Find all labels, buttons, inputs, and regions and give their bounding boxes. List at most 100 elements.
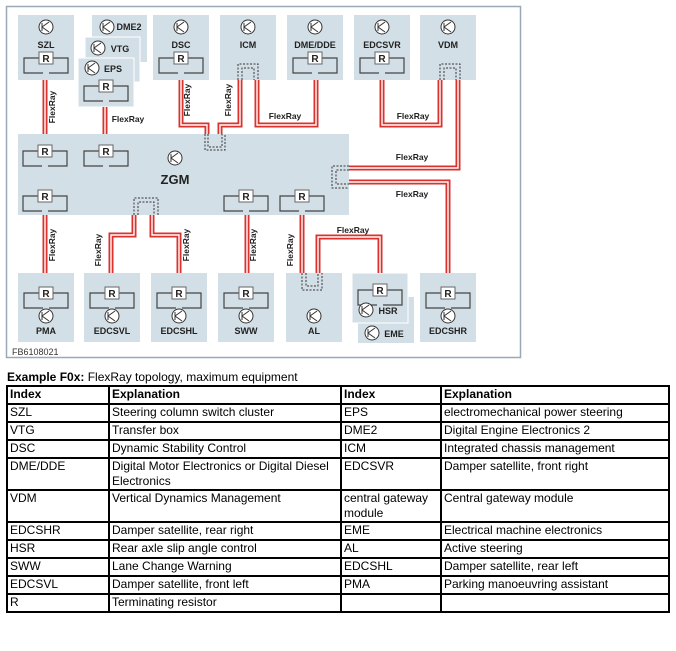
transistor-icon bbox=[306, 308, 322, 324]
transistor-icon bbox=[440, 19, 456, 35]
caption-label: Example F0x: bbox=[7, 370, 85, 384]
flexray-wire: FlexRay bbox=[102, 107, 145, 134]
transistor-circle bbox=[99, 19, 115, 35]
resistor-label: R bbox=[108, 289, 116, 300]
transistor-icon bbox=[167, 150, 183, 166]
ecu-label: EDCSHR bbox=[429, 326, 468, 336]
transistor-lines bbox=[176, 21, 185, 33]
flexray-label: FlexRay bbox=[397, 111, 430, 121]
flexray-label: FlexRay bbox=[248, 228, 258, 261]
explanation-cell: Active steering bbox=[440, 539, 670, 559]
transistor-icon bbox=[307, 19, 323, 35]
flexray-label: FlexRay bbox=[396, 152, 429, 162]
resistor-label: R bbox=[102, 147, 110, 158]
index-cell: SZL bbox=[6, 403, 110, 423]
transistor-icon bbox=[38, 19, 54, 35]
transistor-lines bbox=[41, 21, 50, 33]
ecu-label: EPS bbox=[104, 64, 122, 74]
flexray-wire: FlexRay bbox=[244, 215, 258, 273]
index-cell: DME2 bbox=[340, 421, 442, 441]
explanation-cell: Steering column switch cluster bbox=[108, 403, 342, 423]
terminating-resistor: R bbox=[23, 51, 69, 74]
ecu-label: VTG bbox=[111, 44, 130, 54]
gateway-label: ZGM bbox=[161, 172, 190, 187]
terminating-resistor: R bbox=[22, 144, 68, 167]
flexray-label: FlexRay bbox=[337, 225, 370, 235]
resistor-label: R bbox=[102, 82, 110, 93]
ecu-dsc: DSC R bbox=[153, 15, 209, 80]
ecu-icm: ICM bbox=[220, 15, 276, 80]
transistor-lines bbox=[377, 21, 386, 33]
explanation-cell: Lane Change Warning bbox=[108, 557, 342, 577]
transistor-icon bbox=[240, 19, 256, 35]
resistor-box bbox=[238, 189, 254, 203]
explanation-cell: Digital Engine Electronics 2 bbox=[440, 421, 670, 441]
transistor-circle bbox=[307, 19, 323, 35]
transistor-lines bbox=[243, 21, 252, 33]
terminating-resistor: R bbox=[223, 286, 269, 309]
resistor-box bbox=[98, 144, 114, 158]
transistor-lines bbox=[41, 310, 50, 322]
ecu-label: ICM bbox=[240, 40, 257, 50]
ecu-label: EDCSHL bbox=[160, 326, 198, 336]
flexray-label: FlexRay bbox=[112, 114, 145, 124]
resistor-label: R bbox=[175, 289, 183, 300]
flexray-label: FlexRay bbox=[396, 189, 429, 199]
terminating-resistor: R bbox=[359, 51, 405, 74]
transistor-circle bbox=[374, 19, 390, 35]
ecu-edcshr: R EDCSHR bbox=[420, 273, 476, 342]
explanation-cell: Damper satellite, rear right bbox=[108, 521, 342, 541]
resistor-box bbox=[38, 286, 54, 300]
resistor-bracket bbox=[279, 195, 325, 212]
transistor-lines bbox=[361, 304, 370, 316]
ecu-label: VDM bbox=[438, 40, 458, 50]
ecu-label: EME bbox=[384, 329, 404, 339]
flexray-label: FlexRay bbox=[285, 233, 295, 266]
transistor-circle bbox=[104, 308, 120, 324]
resistor-label: R bbox=[41, 192, 49, 203]
wire-gap bbox=[110, 215, 135, 273]
terminating-resistor: R bbox=[22, 189, 68, 212]
explanation-cell: Central gateway module bbox=[440, 489, 670, 523]
ecu-hsr: R HSR bbox=[351, 272, 409, 324]
explanation-cell: Damper satellite, front left bbox=[108, 575, 342, 595]
resistor-bracket bbox=[22, 150, 68, 167]
transistor-icon bbox=[358, 302, 374, 318]
transistor-icon bbox=[440, 308, 456, 324]
terminating-resistor: R bbox=[89, 286, 135, 309]
table-header-row: Index Explanation Index Explanation bbox=[6, 385, 670, 405]
flexray-topology-diagram: SZL R DME2 VTG EPS R DSC R ICM DME/DDE R EDCSVR R VDM… bbox=[5, 5, 522, 359]
ecu-dme-dde: DME/DDE R bbox=[287, 15, 343, 80]
index-cell: ICM bbox=[340, 439, 442, 459]
resistor-bracket bbox=[83, 85, 129, 102]
internal-link bbox=[301, 273, 323, 291]
header-explanation-2: Explanation bbox=[440, 385, 670, 405]
ecu-label: SWW bbox=[235, 326, 258, 336]
index-cell: R bbox=[6, 593, 110, 613]
internal-link bbox=[237, 63, 259, 80]
index-cell: DSC bbox=[6, 439, 110, 459]
resistor-label: R bbox=[42, 54, 50, 65]
explanation-cell: Electrical machine electronics bbox=[440, 521, 670, 541]
explanation-cell: electromechanical power steering bbox=[440, 403, 670, 423]
transistor-icon bbox=[38, 308, 54, 324]
terminating-resistor: R bbox=[357, 283, 403, 306]
transistor-lines bbox=[93, 42, 102, 54]
flexray-wire: FlexRay bbox=[349, 80, 461, 171]
flexray-wire: FlexRay bbox=[42, 80, 57, 134]
header-index-2: Index bbox=[340, 385, 442, 405]
resistor-label: R bbox=[298, 192, 306, 203]
ecu-edcsvl: R EDCSVL bbox=[84, 273, 140, 342]
resistor-box bbox=[307, 51, 323, 65]
flexray-wire: FlexRay bbox=[349, 179, 451, 273]
resistor-bracket bbox=[23, 292, 69, 309]
ecu-pma: R PMA bbox=[18, 273, 74, 342]
index-cell: DME/DDE bbox=[6, 457, 110, 491]
explanation-cell: Dynamic Stability Control bbox=[108, 439, 342, 459]
header-index-1: Index bbox=[6, 385, 110, 405]
caption-text: FlexRay topology, maximum equipment bbox=[84, 370, 298, 384]
table-row: EDCSHR Damper satellite, rear right EME Ele… bbox=[6, 521, 670, 541]
table-row: VDM Vertical Dynamics Management central g… bbox=[6, 489, 670, 523]
resistor-box bbox=[104, 286, 120, 300]
index-cell bbox=[340, 593, 442, 613]
